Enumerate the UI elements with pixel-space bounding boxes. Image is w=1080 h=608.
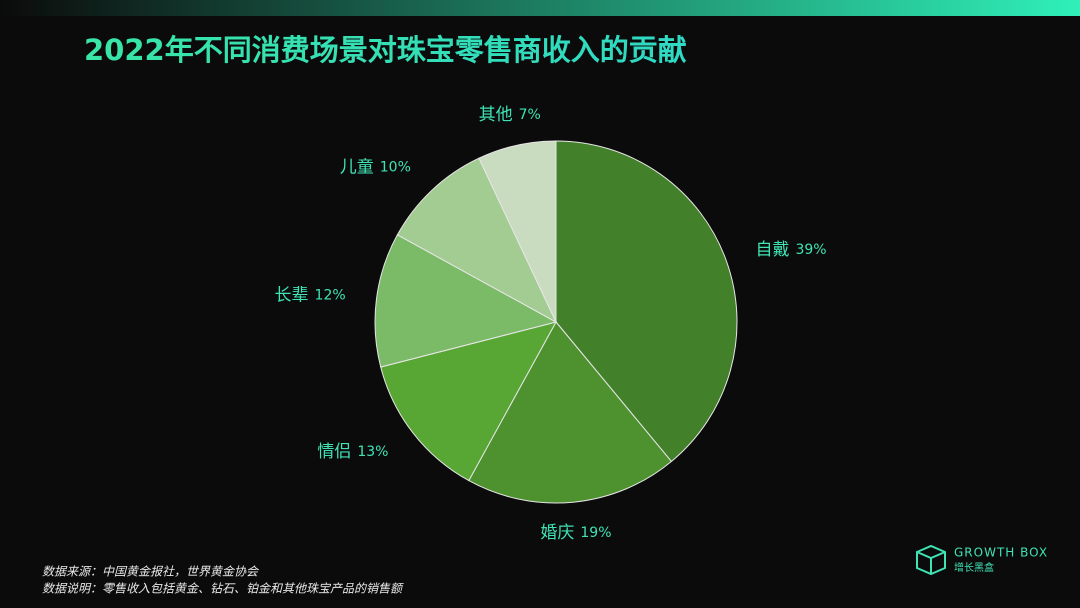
pie-slice — [555, 140, 738, 463]
pie-slice — [478, 140, 557, 323]
category-label: 情侣 — [317, 442, 351, 462]
category-label: 儿童 — [340, 157, 374, 177]
category-label: 其他 — [479, 105, 513, 125]
value-label: 13% — [357, 444, 388, 460]
value-label: 39% — [795, 242, 826, 258]
logo-subtitle: 增长黑盒 — [954, 561, 994, 574]
logo-name: GROWTH BOX — [954, 546, 1048, 560]
value-label: 19% — [580, 525, 611, 541]
category-label: 长辈 — [275, 285, 309, 305]
chart-title: 2022年不同消费场景对珠宝零售商收入的贡献 — [84, 33, 687, 67]
pie-slice — [380, 321, 557, 482]
pie: 自戴 39% 婚庆 19% 情侣 13% 长辈 12% 儿童 10% 其他 7% — [275, 105, 827, 543]
slice-label: 其他 7% — [479, 105, 541, 125]
category-label: 婚庆 — [540, 523, 574, 543]
logo: GROWTH BOX 增长黑盒 — [916, 544, 1048, 576]
slice-label: 情侣 13% — [317, 442, 388, 462]
description-note: 数据说明：零售收入包括黄金、钻石、铂金和其他珠宝产品的销售额 — [42, 582, 404, 596]
value-label: 10% — [380, 159, 411, 175]
value-label: 7% — [519, 107, 541, 123]
slice-label: 长辈 12% — [275, 285, 346, 305]
category-label: 自戴 — [755, 240, 789, 260]
source-note: 数据来源：中国黄金报社，世界黄金协会 — [42, 565, 260, 579]
slice-label: 儿童 10% — [340, 157, 411, 177]
logo-icon — [916, 544, 946, 576]
pie-slice — [374, 234, 558, 368]
slice-label: 婚庆 19% — [540, 523, 611, 543]
value-label: 12% — [315, 287, 346, 303]
pie-slice — [396, 157, 558, 324]
slice-label: 自戴 39% — [755, 240, 826, 260]
top-bar — [0, 0, 1080, 16]
pie-slice — [468, 321, 673, 504]
